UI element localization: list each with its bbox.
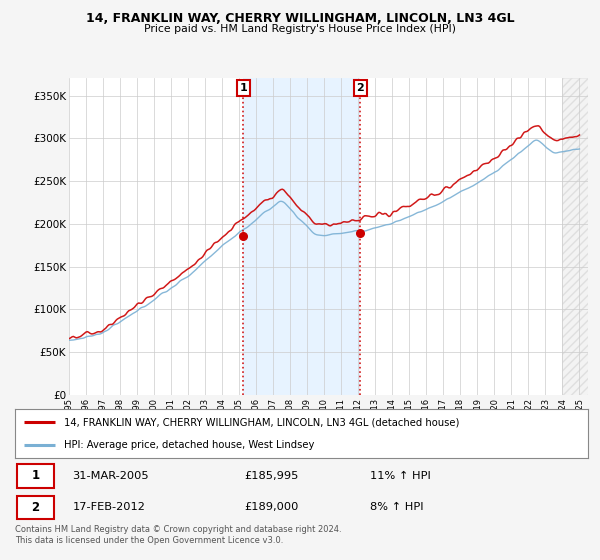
- Bar: [244, 78, 361, 395]
- Text: £185,995: £185,995: [244, 471, 299, 481]
- Text: 14, FRANKLIN WAY, CHERRY WILLINGHAM, LINCOLN, LN3 4GL (detached house): 14, FRANKLIN WAY, CHERRY WILLINGHAM, LIN…: [64, 417, 459, 427]
- Text: 31-MAR-2005: 31-MAR-2005: [73, 471, 149, 481]
- Text: Price paid vs. HM Land Registry's House Price Index (HPI): Price paid vs. HM Land Registry's House …: [144, 24, 456, 34]
- Text: HPI: Average price, detached house, West Lindsey: HPI: Average price, detached house, West…: [64, 440, 314, 450]
- Text: 17-FEB-2012: 17-FEB-2012: [73, 502, 145, 512]
- FancyBboxPatch shape: [17, 496, 54, 519]
- Text: Contains HM Land Registry data © Crown copyright and database right 2024.
This d: Contains HM Land Registry data © Crown c…: [15, 525, 341, 545]
- Text: 2: 2: [356, 83, 364, 93]
- Text: 8% ↑ HPI: 8% ↑ HPI: [370, 502, 424, 512]
- FancyBboxPatch shape: [17, 464, 54, 488]
- Text: 14, FRANKLIN WAY, CHERRY WILLINGHAM, LINCOLN, LN3 4GL: 14, FRANKLIN WAY, CHERRY WILLINGHAM, LIN…: [86, 12, 514, 25]
- Text: 1: 1: [239, 83, 247, 93]
- Text: 1: 1: [31, 469, 40, 483]
- Bar: [562, 78, 588, 395]
- Text: 11% ↑ HPI: 11% ↑ HPI: [370, 471, 431, 481]
- Text: 2: 2: [31, 501, 40, 514]
- Text: £189,000: £189,000: [244, 502, 299, 512]
